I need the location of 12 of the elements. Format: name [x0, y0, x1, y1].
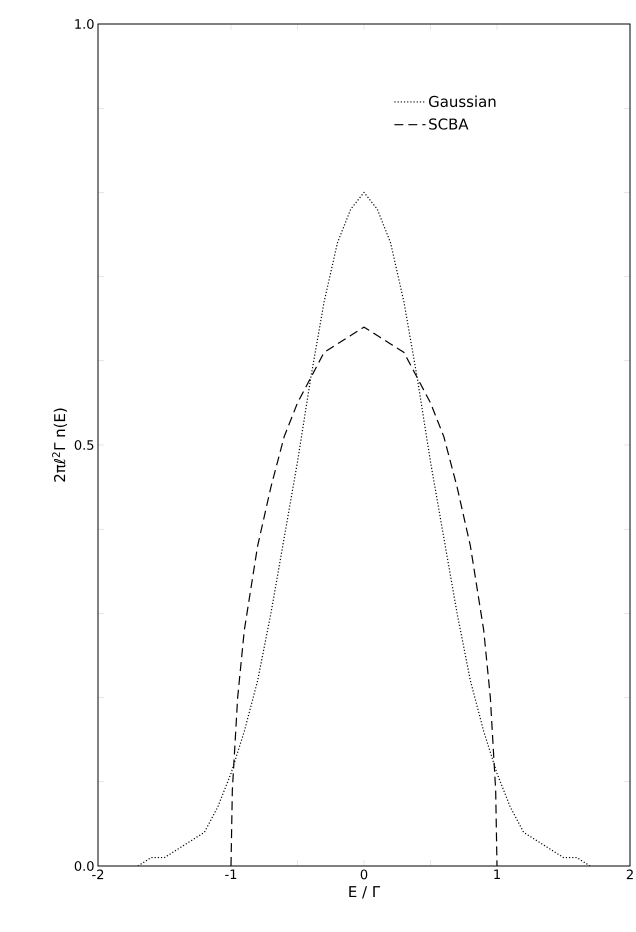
x-tick-label: 1	[494, 870, 500, 879]
y-tick-label: 0.0	[74, 861, 94, 871]
y-tick-label: 0.5	[74, 440, 94, 450]
y-tick-label: 1.0	[75, 19, 94, 29]
x-tick-label: 2	[626, 870, 633, 880]
y-axis-title: 2πℓ$^{2}$Γ n(E)	[52, 408, 68, 482]
x-axis-title: E / Γ	[349, 886, 380, 898]
legend-label: SCBA	[429, 118, 468, 130]
x-tick-label: -1	[225, 870, 236, 879]
x-tick-label: 0	[360, 870, 368, 880]
legend-label: Gaussian	[429, 96, 496, 108]
x-tick-label: -2	[92, 870, 104, 880]
